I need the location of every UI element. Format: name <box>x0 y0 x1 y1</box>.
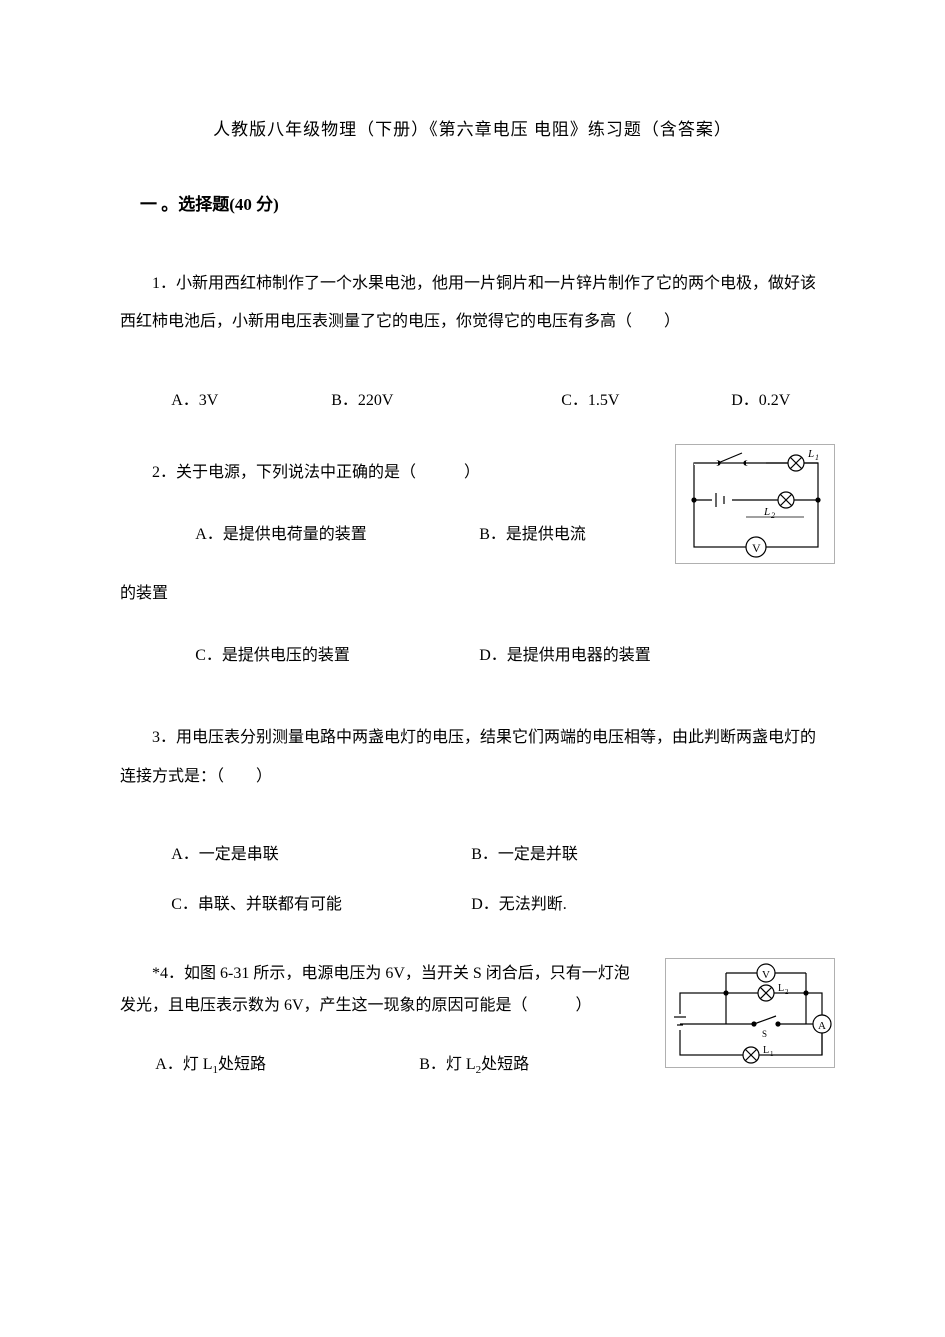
svg-text:2: 2 <box>771 511 775 520</box>
svg-text:V: V <box>762 969 770 981</box>
q2-circuit-diagram: L 1 L 2 <box>675 444 835 564</box>
circuit-svg-2: V L 2 <box>666 959 836 1069</box>
question-1-stem: 1．小新用西红柿制作了一个水果电池，他用一片铜片和一片锌片制作了它的两个电极，做… <box>120 265 825 342</box>
q2-option-b-part1: B．是提供电流 <box>479 516 586 554</box>
svg-text:2: 2 <box>785 988 789 996</box>
question-3-options-row2: C．串联、并联都有可能 D．无法判断. <box>120 890 825 914</box>
q2-option-c: C．是提供电压的装置 <box>195 637 475 675</box>
svg-text:1: 1 <box>815 453 819 462</box>
q4-a-pre: A．灯 L <box>155 1056 212 1073</box>
question-3-options-row1: A．一定是串联 B．一定是并联 <box>120 840 825 864</box>
q3-option-b: B．一定是并联 <box>471 840 578 864</box>
svg-text:L: L <box>778 983 784 994</box>
svg-text:L: L <box>763 1045 769 1056</box>
question-4-stem: *4．如图 6-31 所示，电源电压为 6V，当开关 S 闭合后，只有一灯泡发光… <box>120 958 630 1022</box>
q1-option-b: B．220V <box>331 386 561 410</box>
question-4-block: *4．如图 6-31 所示，电源电压为 6V，当开关 S 闭合后，只有一灯泡发光… <box>120 958 825 1076</box>
q1-option-d: D．0.2V <box>731 386 790 410</box>
svg-text:V: V <box>752 541 761 555</box>
svg-text:1: 1 <box>770 1050 774 1058</box>
svg-text:L: L <box>807 448 814 460</box>
q3-option-a: A．一定是串联 <box>171 840 471 864</box>
q2-option-b-part2: 的装置 <box>120 575 825 613</box>
worksheet-page: 人教版八年级物理（下册）《第六章电压 电阻》练习题（含答案） 一 。选择题(40… <box>0 0 945 1166</box>
page-title: 人教版八年级物理（下册）《第六章电压 电阻》练习题（含答案） <box>120 115 825 140</box>
q2-option-d: D．是提供用电器的装置 <box>479 637 651 675</box>
q4-b-post: 处短路 <box>481 1056 529 1073</box>
section-heading: 一 。选择题(40 分) <box>120 190 825 215</box>
q4-circuit-diagram: V L 2 <box>665 958 835 1068</box>
question-3-stem: 3．用电压表分别测量电路中两盏电灯的电压，结果它们两端的电压相等，由此判断两盏电… <box>120 719 825 796</box>
svg-text:L: L <box>763 506 770 518</box>
svg-text:S: S <box>762 1029 767 1039</box>
svg-text:A: A <box>818 1020 826 1032</box>
q2-option-a: A．是提供电荷量的装置 <box>195 516 475 554</box>
question-1-options: A．3V B．220V C．1.5V D．0.2V <box>120 386 825 410</box>
q3-option-c: C．串联、并联都有可能 <box>171 890 471 914</box>
q4-a-post: 处短路 <box>218 1056 266 1073</box>
q1-option-c: C．1.5V <box>561 386 731 410</box>
q1-option-a: A．3V <box>171 386 331 410</box>
q3-option-d: D．无法判断. <box>471 890 567 914</box>
q4-option-b: B．灯 L2处短路 <box>419 1050 529 1076</box>
q4-b-pre: B．灯 L <box>419 1056 475 1073</box>
question-2-options-row2: C．是提供电压的装置 D．是提供用电器的装置 <box>120 637 825 675</box>
q4-option-a: A．灯 L1处短路 <box>155 1050 415 1076</box>
question-2-block: 2．关于电源，下列说法中正确的是（ ） A．是提供电荷量的装置 B．是提供电流 … <box>120 454 825 676</box>
circuit-svg: L 1 L 2 <box>676 445 836 565</box>
